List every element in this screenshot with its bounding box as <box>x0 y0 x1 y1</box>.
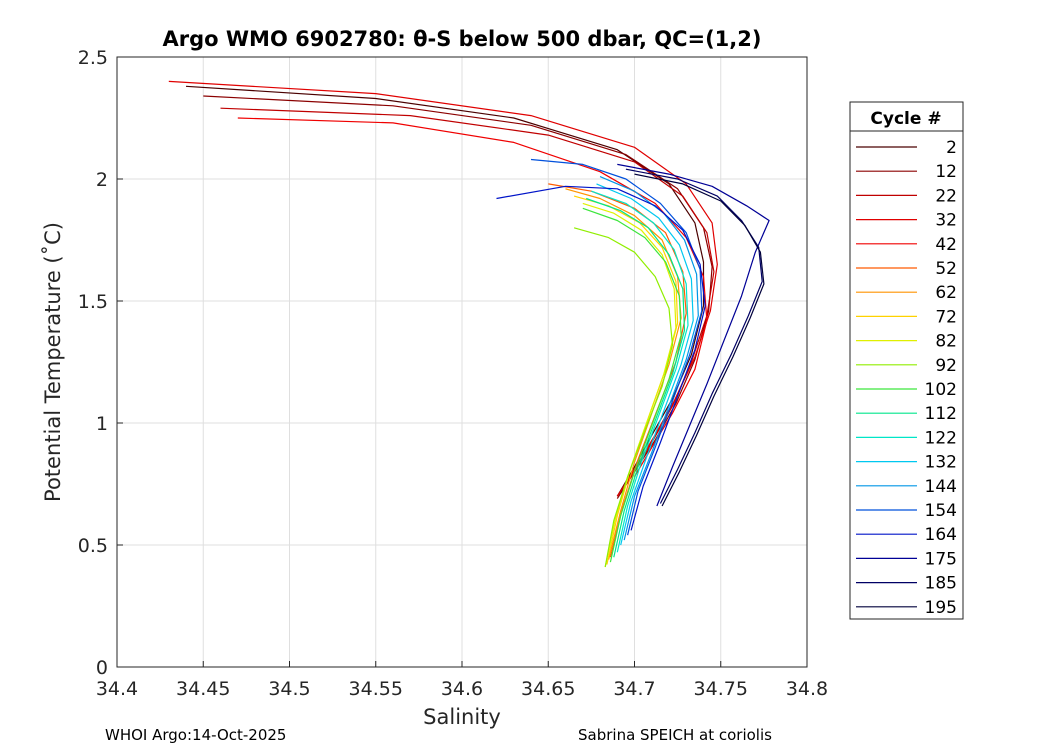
series-line-cycle-175 <box>617 163 770 507</box>
series-line-cycle-185 <box>625 168 763 504</box>
legend-label: 102 <box>925 380 957 400</box>
series-line-cycle-62 <box>565 188 682 560</box>
y-tick-label: 0.5 <box>78 535 108 557</box>
footer-credit-left: WHOI Argo:14-Oct-2025 <box>105 726 286 744</box>
x-tick-label: 34.55 <box>349 678 403 700</box>
x-tick-label: 34.4 <box>96 678 138 700</box>
chart-title: Argo WMO 6902780: θ-S below 500 dbar, QC… <box>163 27 762 51</box>
x-axis-ticks: 34.4 34.45 34.5 34.55 34.6 34.65 34.7 34.75 34.8 <box>96 661 828 700</box>
legend-label: 92 <box>935 356 957 376</box>
x-tick-label: 34.65 <box>521 678 575 700</box>
y-tick-label: 0 <box>96 657 108 679</box>
legend-label: 122 <box>925 428 957 448</box>
y-tick-label: 1.5 <box>78 291 108 313</box>
x-tick-label: 34.6 <box>441 678 483 700</box>
legend-label: 72 <box>935 307 957 327</box>
legend-label: 154 <box>925 501 957 521</box>
series-layer <box>168 80 770 568</box>
series-line-cycle-164 <box>496 185 706 531</box>
series-line-cycle-195 <box>634 173 765 507</box>
legend-label: 112 <box>925 404 957 424</box>
series-line-cycle-154 <box>530 158 703 536</box>
series-line-cycle-102 <box>582 207 682 563</box>
legend-title: Cycle # <box>870 109 941 129</box>
x-axis-label: Salinity <box>423 705 501 729</box>
x-tick-label: 34.45 <box>176 678 230 700</box>
series-line-cycle-92 <box>573 227 674 568</box>
series-line-cycle-112 <box>585 197 686 558</box>
legend-label: 62 <box>935 283 957 303</box>
legend-label: 12 <box>935 162 957 182</box>
legend-label: 22 <box>935 186 957 206</box>
x-tick-label: 34.5 <box>268 678 310 700</box>
y-tick-label: 1 <box>96 413 108 435</box>
legend-label: 132 <box>925 453 957 473</box>
legend-label: 185 <box>925 574 957 594</box>
legend-box <box>849 101 964 620</box>
series-line-cycle-12 <box>203 95 713 499</box>
legend: Cycle # 2 12 22 32 42 52 62 72 82 92 102 112 122 132 1… <box>849 101 964 620</box>
legend-label: 32 <box>935 211 957 231</box>
y-axis-ticks: 0 0.5 1 1.5 2 2.5 <box>78 47 123 679</box>
legend-entries: 2 12 22 32 42 52 62 72 82 92 102 112 122 132 144 154 164… <box>856 138 957 618</box>
legend-label: 42 <box>935 235 957 255</box>
x-tick-label: 34.8 <box>786 678 828 700</box>
legend-label: 82 <box>935 332 957 352</box>
legend-label: 175 <box>925 549 957 569</box>
legend-label: 144 <box>925 477 957 497</box>
y-tick-label: 2.5 <box>78 47 108 69</box>
series-line-cycle-132 <box>596 183 694 546</box>
legend-label: 164 <box>925 525 957 545</box>
footer-credit-right: Sabrina SPEICH at coriolis <box>578 726 772 744</box>
x-tick-label: 34.7 <box>613 678 655 700</box>
legend-label: 2 <box>946 138 957 158</box>
y-axis-label: Potential Temperature (˚C) <box>41 222 65 502</box>
y-tick-label: 2 <box>96 169 108 191</box>
series-line-cycle-122 <box>591 190 689 553</box>
legend-label: 195 <box>925 598 957 618</box>
legend-label: 52 <box>935 259 957 279</box>
x-tick-label: 34.75 <box>694 678 748 700</box>
